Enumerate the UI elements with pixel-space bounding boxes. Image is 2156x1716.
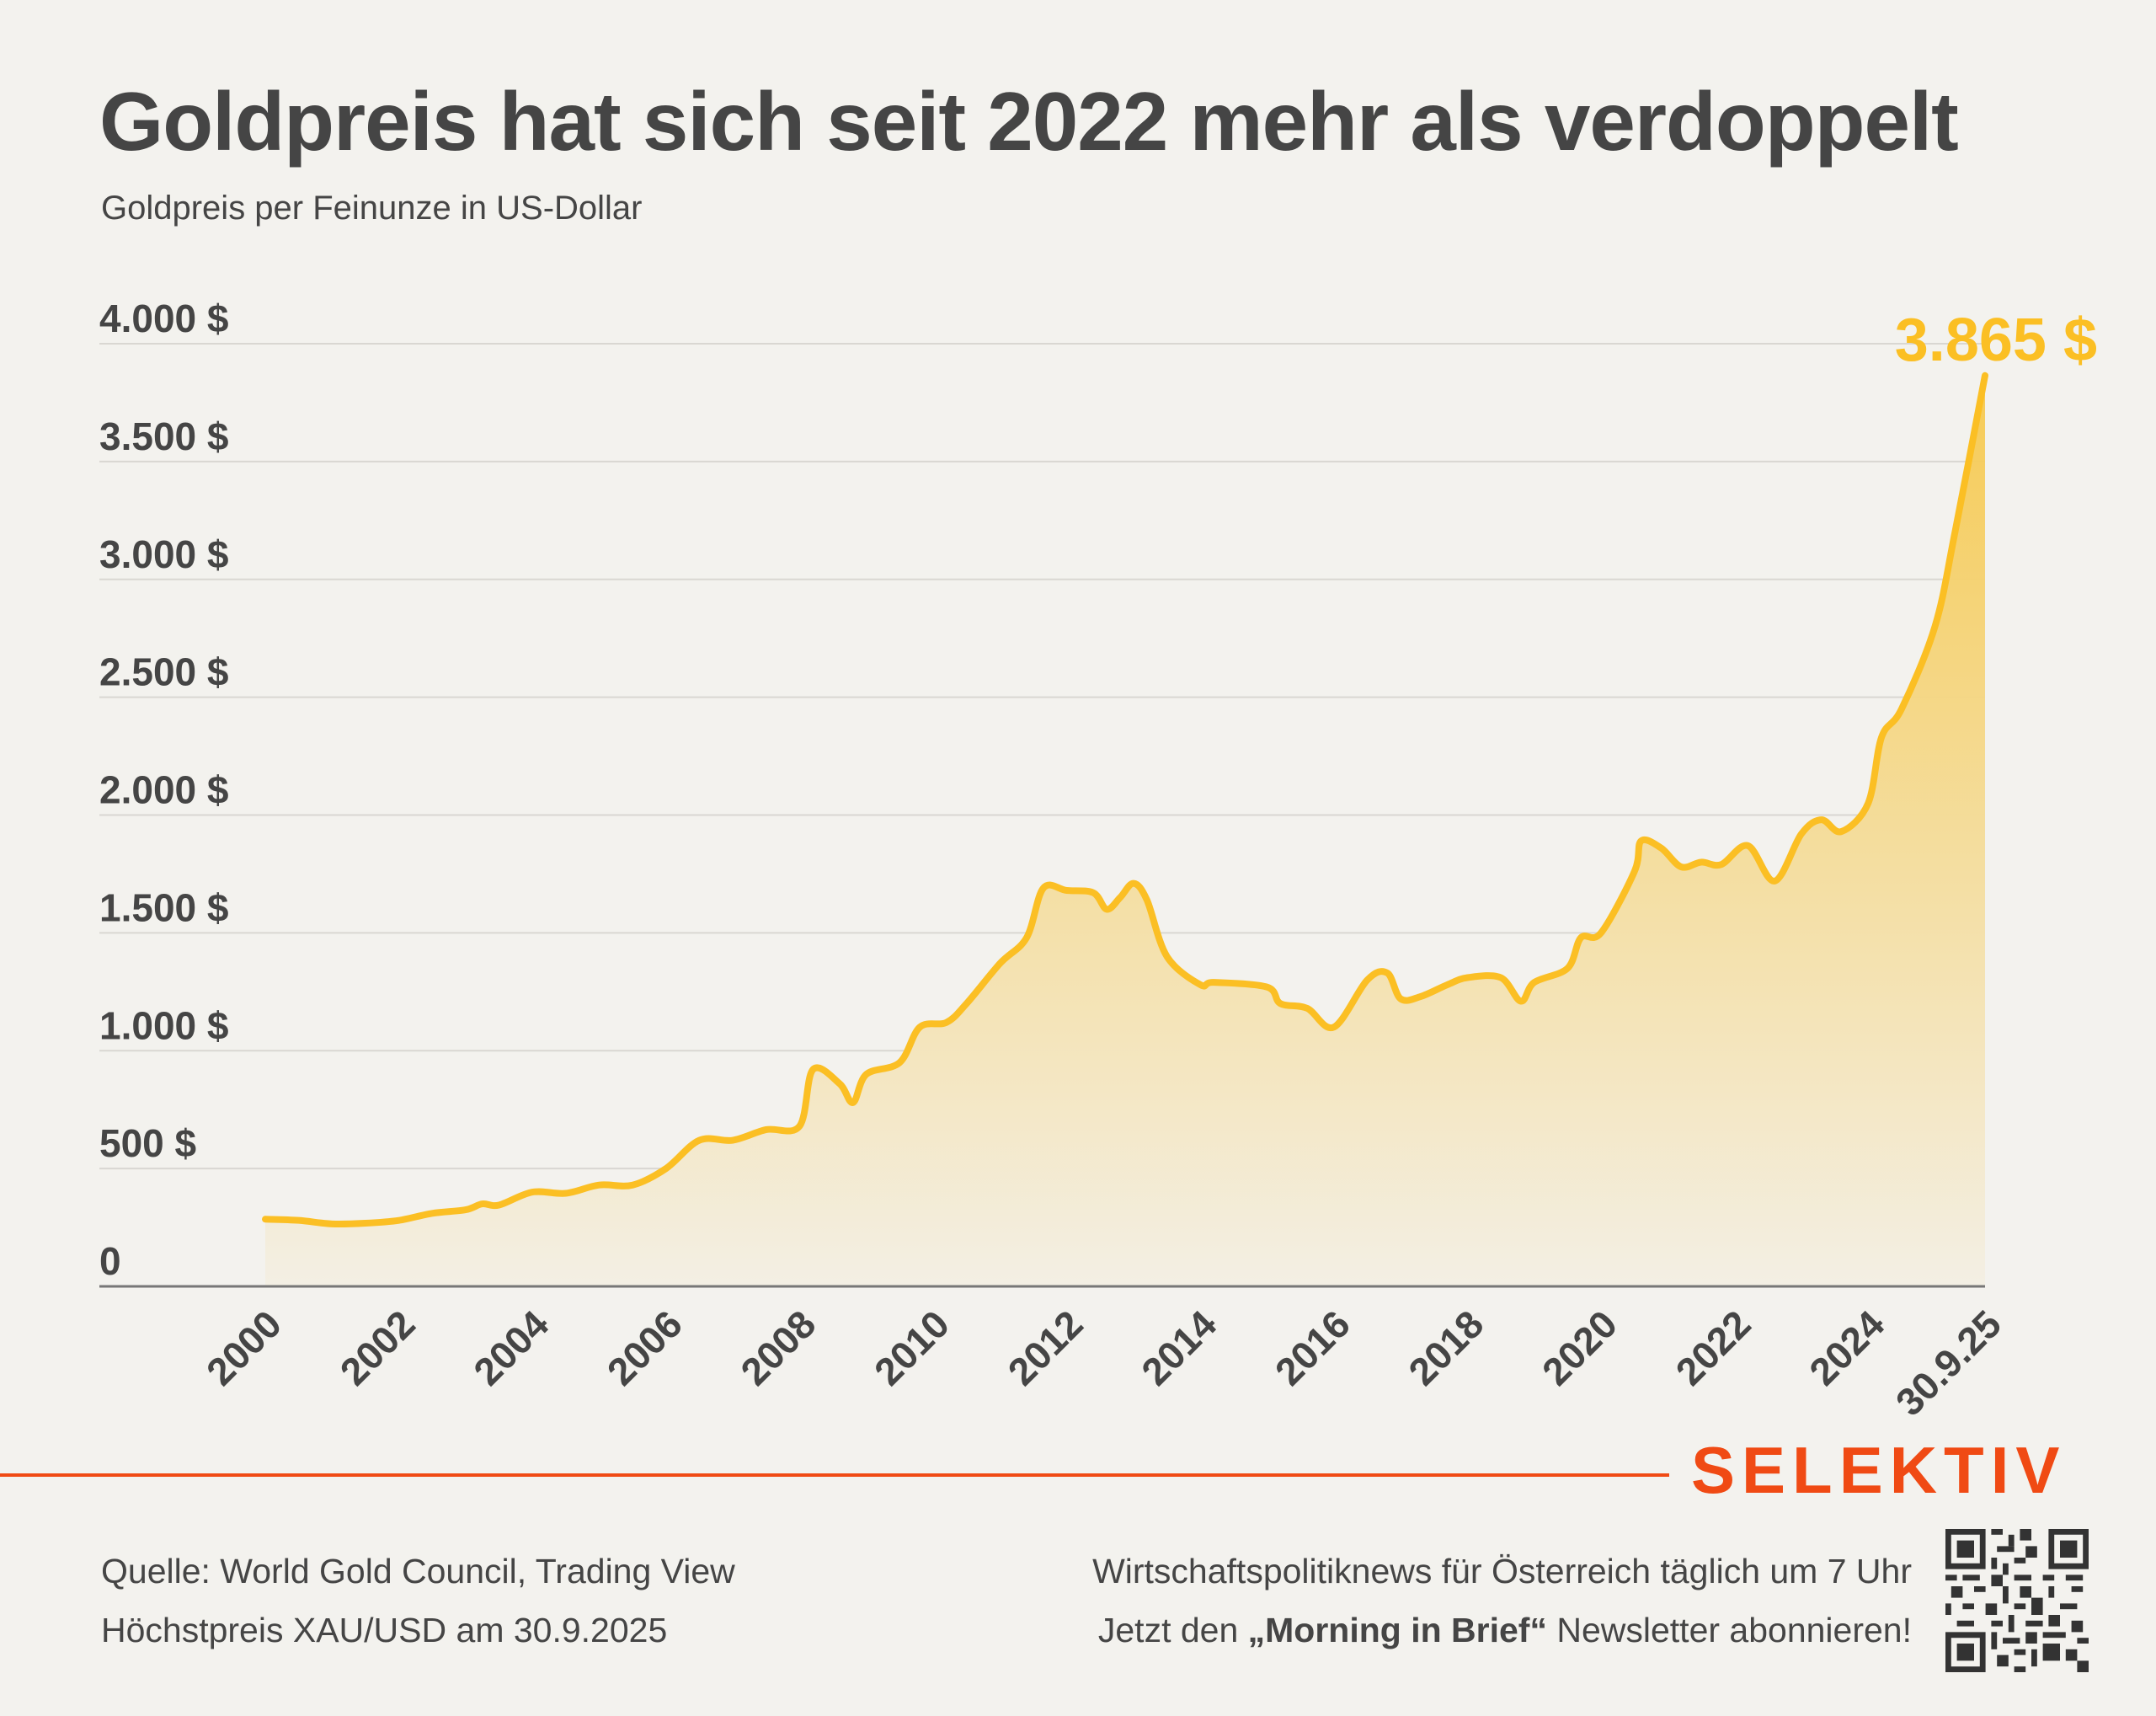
promo-line-1: Wirtschaftspolitiknews für Österreich tä… <box>1092 1552 1912 1590</box>
x-tick-label: 2006 <box>599 1302 691 1393</box>
data-points <box>264 375 1986 1224</box>
y-axis-labels: 0 500 $ 1.000 $ 1.500 $ 2.000 $ 2.500 $ 3.000 … <box>99 297 228 1283</box>
promo-line-2-post: Newsletter abonnieren! <box>1546 1611 1912 1649</box>
promo-line-2-pre: Jetzt den <box>1097 1611 1248 1649</box>
selektiv-logo: SELEKTIV <box>1691 1433 2067 1507</box>
x-tick-label: 30.9.25 <box>1887 1302 2009 1424</box>
y-tick-label: 0 <box>99 1239 121 1283</box>
newsletter-name: „Morning in Brief“ <box>1247 1611 1547 1649</box>
source-text: Quelle: World Gold Council, Trading View <box>101 1552 735 1590</box>
x-tick-label: 2014 <box>1133 1302 1225 1393</box>
x-tick-label: 2004 <box>465 1302 557 1393</box>
x-tick-label: 2012 <box>1000 1302 1091 1393</box>
x-tick-label: 2016 <box>1267 1302 1358 1393</box>
gold-price-chart: 0 500 $ 1.000 $ 1.500 $ 2.000 $ 2.500 $ 3.000 … <box>99 297 2097 1425</box>
x-tick-label: 2020 <box>1534 1302 1625 1393</box>
promo-line-2[interactable]: Jetzt den „Morning in Brief“ Newsletter … <box>1098 1611 1912 1650</box>
x-tick-label: 2010 <box>866 1302 958 1393</box>
qr-code-icon[interactable] <box>1945 1529 2089 1672</box>
note-text: Höchstpreis XAU/USD am 30.9.2025 <box>101 1611 668 1649</box>
chart-title: Goldpreis hat sich seit 2022 mehr als ve… <box>99 75 1959 168</box>
y-tick-label: 500 $ <box>99 1121 196 1165</box>
y-tick-label: 3.000 $ <box>99 532 228 576</box>
price-area <box>265 375 1985 1286</box>
x-tick-label: 2000 <box>198 1302 290 1393</box>
x-tick-label: 2008 <box>732 1302 824 1393</box>
chart-subtitle: Goldpreis per Feinunze in US-Dollar <box>101 190 643 227</box>
x-tick-label: 2002 <box>332 1302 424 1393</box>
y-tick-label: 2.000 $ <box>99 768 228 812</box>
x-tick-label: 2022 <box>1668 1302 1759 1393</box>
y-tick-label: 4.000 $ <box>99 297 228 340</box>
x-tick-label: 2024 <box>1801 1302 1892 1393</box>
x-tick-label: 2018 <box>1400 1302 1492 1393</box>
y-tick-label: 1.000 $ <box>99 1003 228 1047</box>
y-tick-label: 3.500 $ <box>99 414 228 458</box>
footer-divider <box>0 1473 1669 1477</box>
y-tick-label: 2.500 $ <box>99 650 228 694</box>
x-axis-labels: 2000 2002 2004 2006 2008 2010 2012 2014 2016 2018… <box>198 1302 2009 1425</box>
y-tick-label: 1.500 $ <box>99 885 228 929</box>
peak-annotation: 3.865 $ <box>1895 307 2097 374</box>
